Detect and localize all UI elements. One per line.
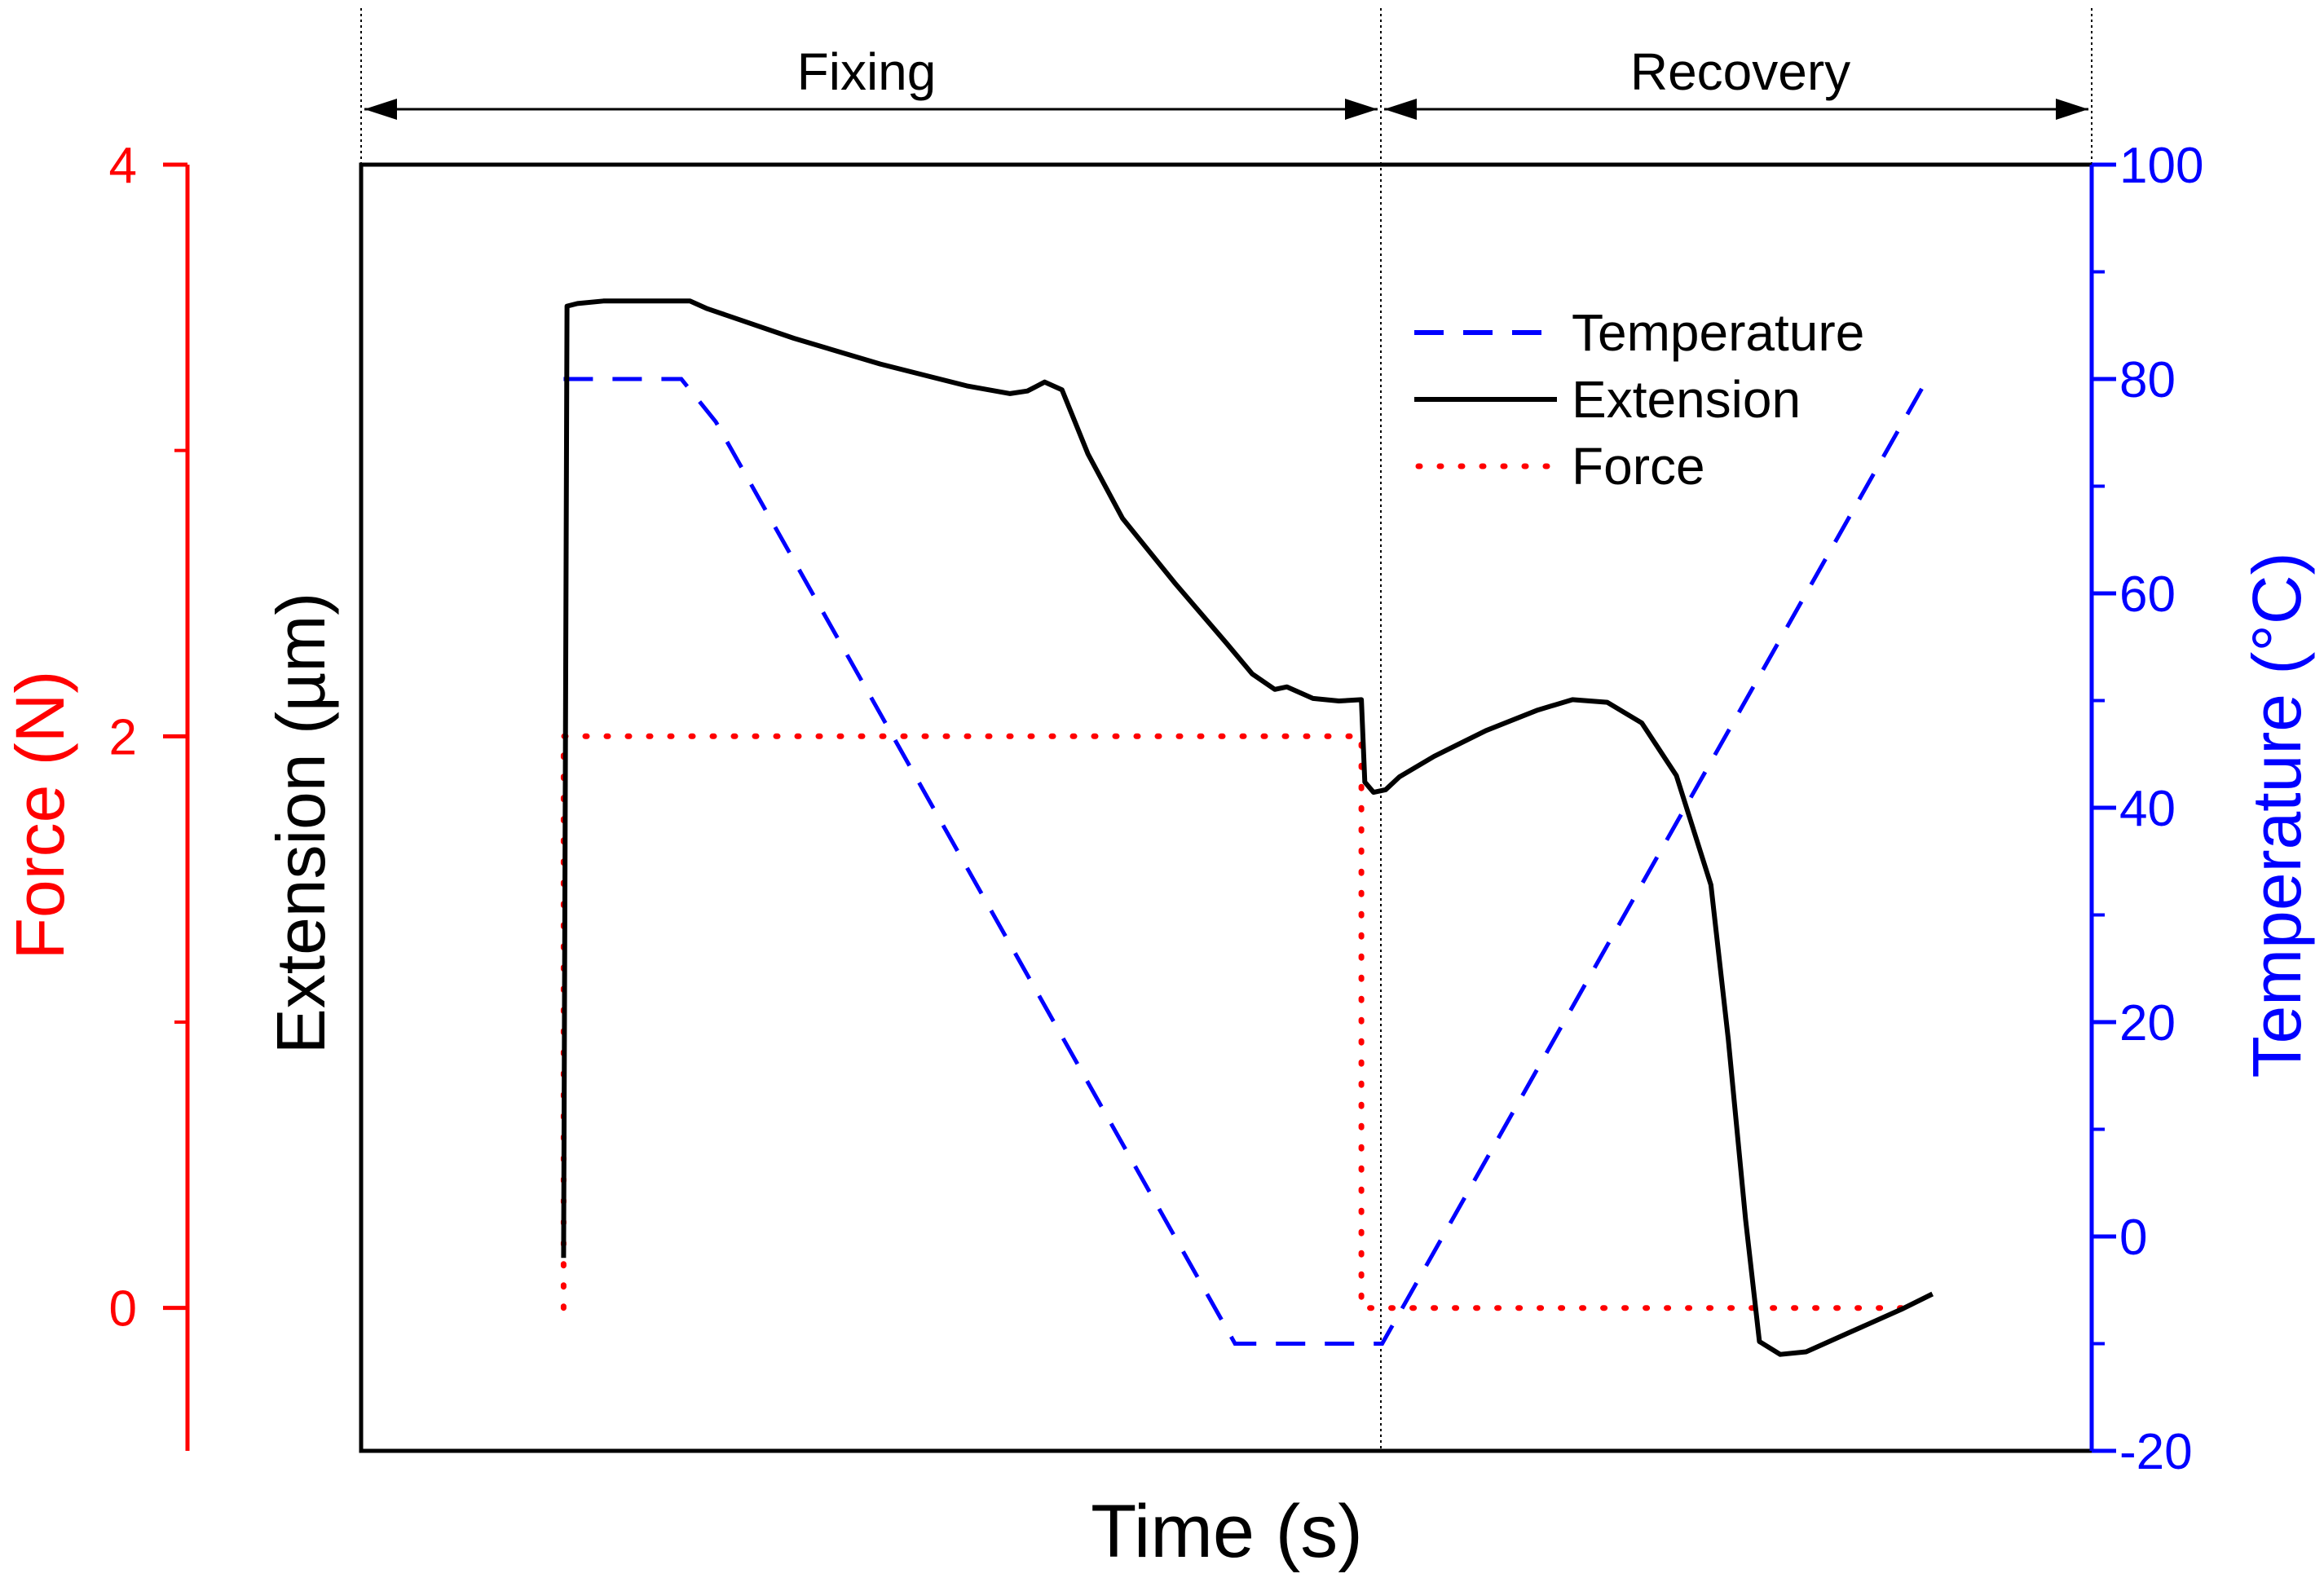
- temperature-axis-title: Temperature (°C): [2238, 552, 2315, 1078]
- legend-label-extension: Extension: [1572, 370, 1801, 429]
- temperature-tick-label: 60: [2119, 566, 2176, 623]
- recovery-arrow-left-head: [1384, 99, 1417, 120]
- legend-label-force: Force: [1572, 437, 1705, 496]
- temperature-tick-label: 100: [2119, 138, 2203, 194]
- series-temperature-line: [563, 377, 1929, 1346]
- force-axis: 0 2 4 Force (N): [2, 138, 190, 1451]
- force-tick-label: 4: [109, 138, 137, 194]
- force-tick-label: 0: [109, 1281, 137, 1338]
- extension-axis-title-suffix: m): [262, 593, 339, 672]
- temperature-axis: -20 0 20 40 60 80 100 Temperature (°C): [2089, 138, 2315, 1480]
- series-extension-line: [561, 298, 1934, 1357]
- fixing-arrow-right-head: [1345, 99, 1378, 120]
- temperature-tick-label: 0: [2119, 1210, 2147, 1266]
- fixing-arrow-left-head: [364, 99, 397, 120]
- force-axis-title: Force (N): [2, 671, 78, 960]
- phase-label-fixing: Fixing: [797, 42, 937, 101]
- temperature-tick-label: 80: [2119, 352, 2176, 408]
- extension-axis-title: Extension (µm): [262, 593, 339, 1055]
- legend-label-temperature: Temperature: [1572, 303, 1864, 362]
- recovery-arrow-right-head: [2056, 99, 2088, 120]
- temperature-tick-label: 40: [2119, 781, 2176, 837]
- x-axis-title: Time (s): [1091, 1490, 1363, 1573]
- phase-label-recovery: Recovery: [1630, 42, 1850, 101]
- temperature-tick-label: -20: [2119, 1424, 2193, 1480]
- extension-axis-title-prefix: Extension (: [262, 712, 339, 1054]
- temperature-tick-label: 20: [2119, 995, 2176, 1051]
- extension-axis-title-unit: µ: [262, 672, 339, 712]
- legend: Temperature Extension Force: [1414, 303, 1864, 496]
- force-tick-label: 2: [109, 709, 137, 765]
